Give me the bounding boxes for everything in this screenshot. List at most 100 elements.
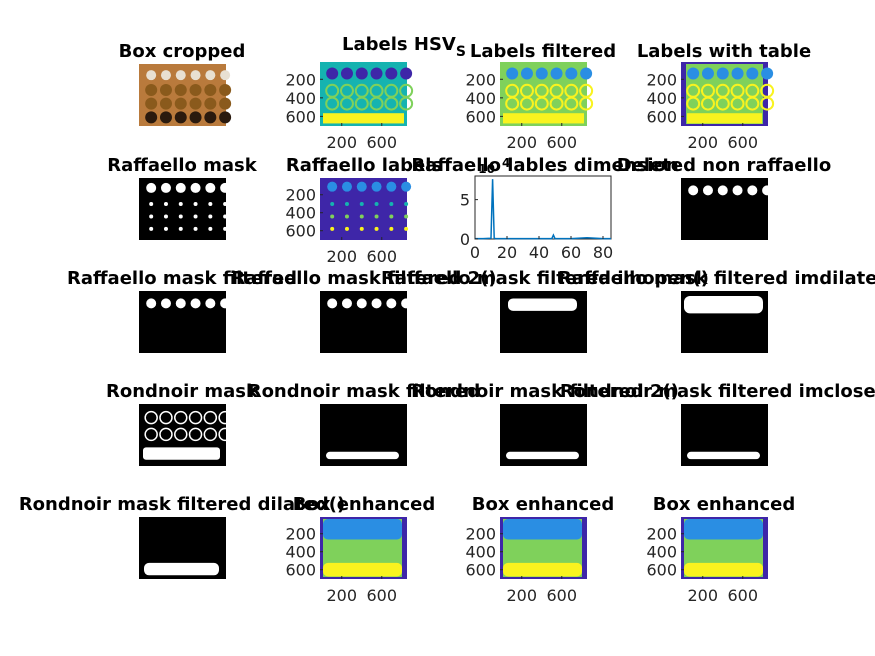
panel-p18 <box>320 517 407 579</box>
label-speck <box>359 226 364 231</box>
mask-blob <box>371 298 382 309</box>
ytick-label: 400 <box>646 543 677 562</box>
panel-title: Raffaello lables dimension <box>411 155 678 176</box>
mask-ring <box>159 410 173 425</box>
chocolate-sweet <box>219 97 232 110</box>
label-speck <box>389 226 394 231</box>
chocolate-sweet <box>145 111 158 124</box>
panel-title: Rondnoir mask filtered <box>248 381 481 402</box>
label-blob <box>506 67 519 80</box>
label-blob <box>371 181 382 192</box>
mask-ring <box>188 427 203 442</box>
label-blob <box>355 67 368 80</box>
mask-blob <box>160 182 171 193</box>
xtick-label: 40 <box>529 243 549 262</box>
label-ring <box>399 96 414 111</box>
label-speck <box>330 226 335 231</box>
mask-blob <box>205 182 216 193</box>
panel-p11 <box>500 291 587 353</box>
chocolate-sweet <box>145 97 158 110</box>
mask-speck <box>223 214 228 219</box>
mask-ring <box>188 410 203 425</box>
mask-speck <box>163 202 168 207</box>
mask-speck <box>193 214 198 219</box>
mask-ring <box>174 427 188 442</box>
label-speck <box>344 202 349 207</box>
panel-p17 <box>139 517 226 579</box>
label-ring <box>715 96 730 111</box>
raffaello-sweet <box>205 70 216 81</box>
label-blob <box>370 67 383 80</box>
mask-speck <box>208 214 213 219</box>
ytick-label: 200 <box>285 525 316 544</box>
mask-ring <box>203 410 218 425</box>
mask-speck <box>163 214 168 219</box>
panel-title: Raffaello mask filtered imopen() <box>381 268 709 289</box>
mask-speck <box>178 226 183 231</box>
xtick-label: 200 <box>687 133 718 152</box>
xtick-label: 200 <box>326 586 357 605</box>
label-speck <box>330 202 335 207</box>
mask-blob <box>190 298 201 309</box>
mask-blob <box>205 298 216 309</box>
mask-speck <box>208 202 213 207</box>
chocolate-sweet <box>174 84 187 97</box>
ytick-label: 600 <box>465 561 496 580</box>
xtick-label: 600 <box>727 133 758 152</box>
label-ring <box>686 96 701 111</box>
mask-blob <box>160 298 171 309</box>
label-speck <box>374 214 379 219</box>
ytick-label: 400 <box>465 89 496 108</box>
mask-speck <box>223 226 228 231</box>
panel-title: Box cropped <box>119 41 246 62</box>
mask-speck <box>193 202 198 207</box>
ytick-label: 400 <box>646 89 677 108</box>
panel-title: Labels with table <box>637 41 811 62</box>
chocolate-sweet <box>204 111 217 124</box>
label-blob <box>385 67 398 80</box>
mask-ring <box>203 427 218 442</box>
mask-blob <box>175 182 186 193</box>
xtick-label: 200 <box>506 586 537 605</box>
mask-bar <box>687 451 760 460</box>
panel-p15 <box>500 404 587 466</box>
mask-speck <box>178 202 183 207</box>
rondnoir-region <box>323 562 402 577</box>
raffaello-region <box>503 519 582 540</box>
label-ring <box>384 96 399 111</box>
mask-blob <box>356 298 367 309</box>
label-ring <box>579 96 594 111</box>
panel-p20 <box>681 517 768 579</box>
mask-ring <box>144 427 158 442</box>
label-blob <box>565 67 578 80</box>
ytick-label: 5 <box>460 191 470 210</box>
label-speck <box>389 214 394 219</box>
xtick-label: 200 <box>687 586 718 605</box>
panel-title: Raffaello mask <box>107 155 258 176</box>
mask-speck <box>223 202 228 207</box>
ytick-label: 200 <box>646 70 677 89</box>
mask-blob <box>702 185 713 196</box>
xtick-label: 600 <box>366 133 397 152</box>
raffaello-region <box>684 519 763 540</box>
mask-ring <box>159 427 173 442</box>
mask-blob <box>341 298 352 309</box>
ytick-label: 200 <box>465 70 496 89</box>
chocolate-sweet <box>145 84 158 97</box>
label-speck <box>404 226 409 231</box>
panel-p12 <box>681 291 768 353</box>
mask-blob <box>220 298 231 309</box>
label-ring <box>369 96 384 111</box>
dimension-chart <box>474 175 612 240</box>
image-panels <box>139 62 775 579</box>
label-blob <box>341 181 352 192</box>
ytick-label: 400 <box>285 204 316 223</box>
ytick-label: 200 <box>465 525 496 544</box>
raffaello-sweet <box>175 70 186 81</box>
panel-title: Raffaello mask filtered imdilate() <box>558 268 875 289</box>
label-band <box>503 113 584 124</box>
mask-blob <box>146 182 157 193</box>
raffaello-sweet <box>146 70 157 81</box>
xtick-label: 600 <box>546 586 577 605</box>
